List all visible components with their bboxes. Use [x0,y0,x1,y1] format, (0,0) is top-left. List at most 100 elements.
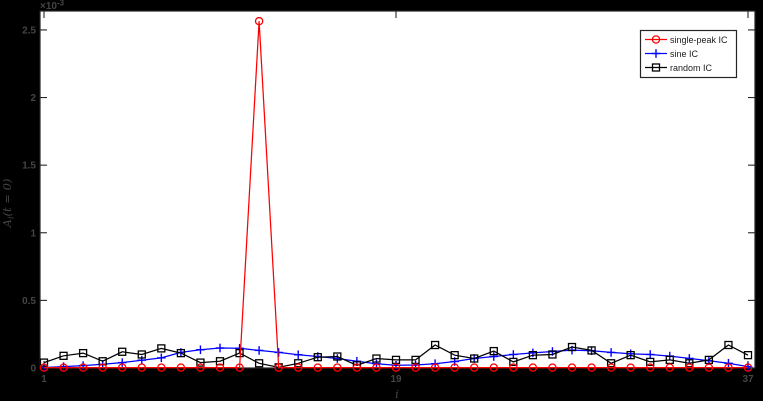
square-marker [567,342,577,352]
square-marker [372,354,381,363]
square-marker [430,340,440,350]
circle-marker [528,363,538,372]
circle-marker [352,363,362,372]
square-marker [137,350,146,359]
series-layer [39,16,753,372]
square-marker [489,346,498,356]
square-marker [509,357,518,367]
circle-marker [724,363,733,372]
axis-tick-labels: 0 0.5 1 1.5 2 2.5 1 19 37 [22,25,754,385]
circle-marker [651,35,661,44]
circle-marker [489,363,499,372]
circle-marker [78,363,88,372]
circle-marker [626,363,635,372]
x-axis-label: i [395,387,399,401]
square-marker [651,63,661,72]
square-marker [157,344,166,353]
square-marker [39,358,49,367]
legend-entry-random: random IC [645,63,713,73]
circle-marker [215,363,225,372]
circle-marker [293,363,303,372]
circle-marker [645,363,655,372]
square-marker [215,357,225,366]
square-marker [626,351,635,360]
legend: single-peak IC sine IC random IC [639,29,738,79]
circle-marker [469,363,479,372]
square-marker [606,359,616,368]
circle-marker [254,16,264,26]
legend-entry-sine: sine IC [645,49,699,59]
square-marker [118,347,127,356]
circle-marker [665,363,675,372]
square-marker [333,352,342,361]
circle-marker [137,363,147,372]
legend-label: random IC [670,63,713,73]
circle-marker [704,363,714,372]
x-tick-label: 1 [41,374,47,385]
y-tick-label: 1.5 [22,161,36,172]
series-single-peak-IC [39,16,753,372]
square-marker [78,348,88,358]
legend-sample-square [645,63,667,72]
circle-marker [313,363,323,372]
circle-marker [606,363,616,372]
circle-marker [98,363,107,372]
circle-marker [509,363,518,372]
x-tick-label: 37 [742,374,754,385]
square-marker [685,359,694,368]
legend-entry-single-peak: single-peak IC [645,35,728,45]
square-marker [59,351,68,360]
square-marker [313,353,322,362]
circle-marker [59,363,68,372]
square-marker [528,351,538,360]
circle-marker [235,363,244,372]
circle-marker [685,363,694,372]
square-marker [196,358,205,367]
circle-marker [567,363,577,372]
series-line [43,344,749,368]
square-marker [470,354,479,363]
circle-marker [117,363,127,372]
square-marker [450,351,459,360]
square-marker [646,357,655,367]
circle-marker [39,363,49,372]
circle-marker [391,363,401,372]
square-marker [743,351,753,360]
square-marker [294,359,303,368]
y-axis-multiplier: ×10-3 [40,0,65,12]
circle-marker [450,363,459,372]
circle-marker [430,363,440,372]
legend-label: sine IC [670,49,699,59]
square-marker [254,359,264,368]
y-tick-label: 2.5 [22,25,36,36]
y-tick-label: 2 [30,93,36,104]
legend-label: single-peak IC [670,35,728,45]
circle-marker [274,363,283,372]
circle-marker [372,363,381,372]
plot-area [40,11,755,368]
y-tick-label: 0 [30,364,36,375]
square-marker [176,348,186,358]
x-tick-label: 19 [390,374,402,385]
circle-marker [157,363,166,372]
square-marker [235,348,244,358]
square-marker [724,340,733,350]
square-marker [587,346,596,355]
legend-sample-circle [645,35,667,44]
y-axis-label: Ai(t = 0) [0,179,16,229]
series-line [44,21,748,369]
circle-marker [196,363,205,372]
circle-marker [548,363,557,372]
circle-marker [411,363,420,372]
y-tick-label: 0.5 [22,296,36,307]
square-marker [548,350,557,359]
circle-marker [743,363,753,372]
circle-marker [176,363,186,372]
legend-sample-plus [645,49,667,58]
y-tick-label: 1 [30,228,36,239]
circle-marker [587,363,596,372]
square-marker [98,357,107,366]
circle-marker [333,363,342,372]
